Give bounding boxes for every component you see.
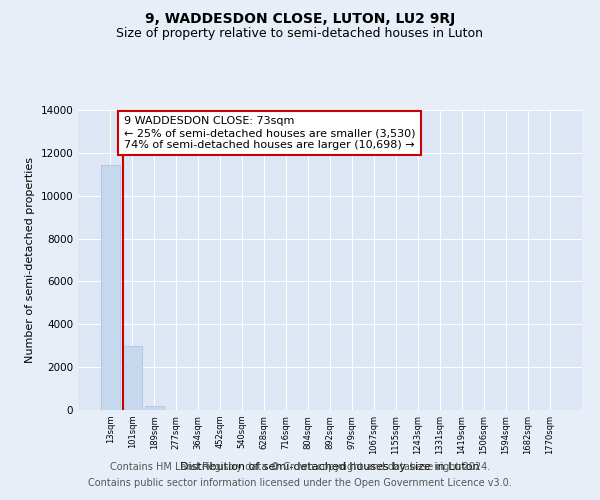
Bar — [101, 164, 119, 410]
Text: 9, WADDESDON CLOSE, LUTON, LU2 9RJ: 9, WADDESDON CLOSE, LUTON, LU2 9RJ — [145, 12, 455, 26]
Text: Contains HM Land Registry data © Crown copyright and database right 2024.: Contains HM Land Registry data © Crown c… — [110, 462, 490, 472]
Text: Size of property relative to semi-detached houses in Luton: Size of property relative to semi-detach… — [116, 28, 484, 40]
X-axis label: Distribution of semi-detached houses by size in Luton: Distribution of semi-detached houses by … — [180, 462, 480, 472]
Text: 9 WADDESDON CLOSE: 73sqm
← 25% of semi-detached houses are smaller (3,530)
74% o: 9 WADDESDON CLOSE: 73sqm ← 25% of semi-d… — [124, 116, 415, 150]
Bar — [145, 406, 164, 410]
Text: Contains public sector information licensed under the Open Government Licence v3: Contains public sector information licen… — [88, 478, 512, 488]
Bar — [123, 346, 142, 410]
Y-axis label: Number of semi-detached properties: Number of semi-detached properties — [25, 157, 35, 363]
